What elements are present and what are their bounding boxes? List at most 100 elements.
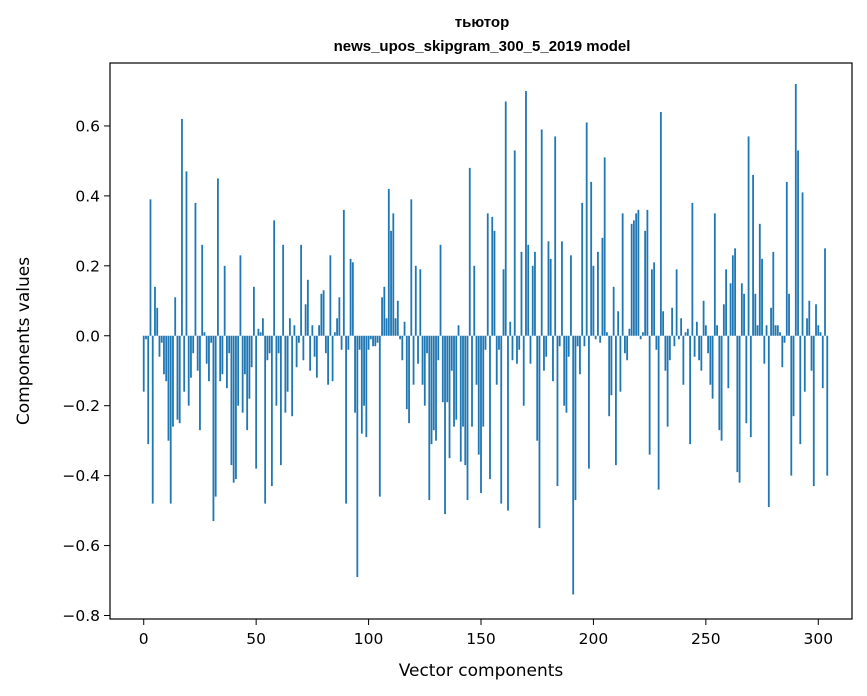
bar bbox=[709, 335, 712, 385]
bar bbox=[351, 262, 354, 336]
bar bbox=[226, 335, 228, 389]
bar bbox=[311, 325, 314, 336]
bar bbox=[572, 335, 575, 595]
x-tick-label: 50 bbox=[246, 630, 266, 648]
bar bbox=[295, 335, 298, 368]
bar bbox=[349, 258, 352, 336]
bar bbox=[770, 307, 772, 336]
bar bbox=[680, 318, 683, 336]
bar bbox=[745, 335, 748, 424]
bar bbox=[241, 335, 244, 413]
bar bbox=[192, 335, 195, 354]
bar bbox=[212, 335, 215, 522]
bar bbox=[329, 255, 332, 336]
bar bbox=[437, 335, 440, 361]
bar bbox=[799, 335, 802, 445]
bar bbox=[502, 269, 505, 336]
bar bbox=[313, 335, 316, 357]
x-tick-label: 100 bbox=[354, 630, 384, 648]
bar bbox=[246, 335, 249, 431]
bar bbox=[594, 335, 597, 340]
bar bbox=[525, 90, 527, 336]
bar bbox=[671, 307, 674, 336]
bar bbox=[448, 335, 451, 459]
bar bbox=[639, 335, 642, 340]
bar bbox=[266, 335, 269, 361]
bar bbox=[237, 335, 240, 406]
bar bbox=[423, 335, 426, 406]
bar bbox=[653, 262, 656, 336]
bar bbox=[650, 269, 653, 336]
plot-frame bbox=[109, 62, 853, 620]
bar bbox=[774, 325, 777, 336]
bar bbox=[686, 328, 689, 336]
bar bbox=[484, 335, 487, 350]
bar bbox=[682, 335, 685, 385]
bar bbox=[803, 335, 806, 392]
bar bbox=[464, 335, 467, 466]
bar bbox=[763, 335, 766, 364]
bar bbox=[378, 335, 381, 497]
bar bbox=[360, 335, 363, 434]
bar bbox=[235, 335, 237, 480]
bar bbox=[527, 244, 530, 336]
x-tick-label: 300 bbox=[803, 630, 833, 648]
bar bbox=[565, 335, 568, 413]
bar bbox=[520, 251, 523, 336]
bar bbox=[322, 290, 325, 336]
bar bbox=[145, 335, 147, 340]
bar bbox=[172, 335, 174, 427]
bar bbox=[444, 335, 446, 515]
bar bbox=[363, 335, 365, 406]
bar bbox=[489, 335, 491, 480]
bar bbox=[453, 335, 455, 427]
bar bbox=[655, 335, 658, 350]
bar bbox=[367, 335, 370, 350]
x-tick-label: 150 bbox=[466, 630, 496, 648]
bar bbox=[543, 335, 545, 371]
bar bbox=[441, 335, 444, 403]
bar bbox=[331, 335, 334, 382]
bar bbox=[561, 241, 563, 336]
bar bbox=[754, 293, 757, 336]
bar bbox=[583, 335, 586, 347]
bar bbox=[776, 325, 779, 336]
bar bbox=[304, 304, 307, 336]
bar bbox=[381, 297, 383, 336]
bar bbox=[387, 188, 390, 336]
bar bbox=[806, 318, 808, 336]
bar bbox=[471, 335, 473, 427]
bar bbox=[383, 286, 386, 336]
bar bbox=[749, 335, 752, 438]
bar bbox=[279, 335, 282, 466]
bar bbox=[626, 335, 629, 361]
bar bbox=[262, 318, 264, 336]
bar bbox=[601, 237, 604, 336]
bar bbox=[597, 251, 599, 336]
bar bbox=[201, 244, 204, 336]
bar bbox=[439, 244, 442, 336]
bar bbox=[821, 335, 824, 389]
x-tick-label: 0 bbox=[139, 630, 149, 648]
bar bbox=[403, 321, 406, 336]
y-tick-label: 0.2 bbox=[75, 257, 100, 275]
bar bbox=[788, 293, 790, 336]
bar bbox=[178, 335, 181, 424]
bar bbox=[817, 325, 820, 336]
bar bbox=[808, 300, 811, 336]
bar bbox=[302, 335, 305, 361]
x-tick-label: 200 bbox=[579, 630, 609, 648]
bar bbox=[592, 265, 595, 336]
bar bbox=[792, 335, 795, 417]
bar bbox=[736, 335, 739, 473]
bar bbox=[531, 265, 534, 336]
bar bbox=[500, 335, 503, 504]
bar bbox=[288, 318, 291, 336]
bar bbox=[619, 335, 622, 392]
x-axis-ticks: 0 50 100 150 200 250 300 bbox=[139, 619, 833, 648]
bar bbox=[738, 335, 741, 483]
bar bbox=[385, 318, 388, 336]
y-axis-label: Components values bbox=[14, 257, 34, 425]
bar bbox=[635, 213, 638, 336]
bar bbox=[695, 321, 698, 336]
